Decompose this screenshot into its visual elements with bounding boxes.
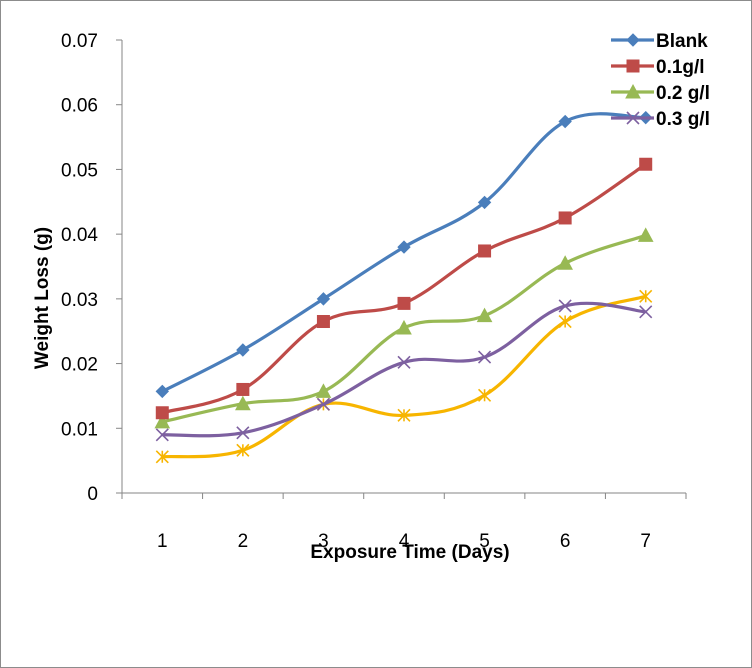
data-point xyxy=(637,227,654,242)
y-tick-label: 0.01 xyxy=(61,419,98,440)
data-point xyxy=(235,395,251,411)
y-tick-label: 0 xyxy=(87,484,98,505)
data-point xyxy=(236,343,250,357)
legend: Blank 0.1g/l 0.2 g/l 0.3 g/l xyxy=(611,31,710,130)
marker-stroke xyxy=(626,111,640,125)
y-tick-label: 0.05 xyxy=(61,160,98,181)
data-point xyxy=(639,289,653,303)
data-point xyxy=(476,307,493,323)
data-point xyxy=(478,350,492,364)
data-point xyxy=(558,211,572,225)
legend-marker xyxy=(626,111,640,125)
data-point xyxy=(396,319,412,335)
data-point xyxy=(397,355,411,369)
data-point xyxy=(315,383,332,398)
marker-stroke xyxy=(236,426,250,440)
data-point xyxy=(558,114,572,129)
data-point xyxy=(316,292,331,306)
series-layer xyxy=(154,110,654,464)
data-point xyxy=(557,255,573,270)
data-point xyxy=(236,382,250,396)
x-tick-label: 2 xyxy=(238,531,249,552)
data-point xyxy=(236,426,250,440)
legend-marker xyxy=(625,83,641,99)
data-point xyxy=(155,428,169,442)
data-point xyxy=(236,443,250,457)
axes xyxy=(121,40,686,494)
x-tick-label: 6 xyxy=(560,531,571,552)
y-tick-label: 0.06 xyxy=(61,96,98,117)
legend-label: 0.1g/l xyxy=(656,57,705,78)
y-axis-title: Weight Loss (g) xyxy=(32,227,53,369)
x-axis-ticks: 1 2 3 4 5 6 7 xyxy=(121,493,687,552)
legend-marker xyxy=(626,33,640,47)
marker-stroke xyxy=(558,299,572,313)
marker-stroke xyxy=(397,355,411,369)
x-axis-title: Exposure Time (Days) xyxy=(310,542,509,563)
data-point xyxy=(155,384,169,399)
data-point xyxy=(639,305,653,319)
x-tick-label: 1 xyxy=(157,531,168,552)
legend-label: Blank xyxy=(656,31,708,52)
y-tick-label: 0.07 xyxy=(61,31,98,52)
marker-stroke xyxy=(639,305,653,319)
legend-label: 0.2 g/l xyxy=(656,83,710,104)
data-point xyxy=(397,240,411,254)
data-point xyxy=(316,397,330,411)
x-tick-label: 7 xyxy=(640,531,651,552)
marker-stroke xyxy=(155,428,169,442)
series-0-1g-l xyxy=(155,157,653,420)
y-tick-label: 0.04 xyxy=(61,225,98,246)
x-tick-label: 4 xyxy=(399,531,410,552)
data-point xyxy=(478,244,492,258)
x-tick-label: 3 xyxy=(318,531,329,552)
marker-stroke xyxy=(478,350,492,364)
y-axis-ticks: 0 0.01 0.02 0.03 0.04 0.05 0.06 0.07 xyxy=(61,31,122,505)
y-tick-label: 0.03 xyxy=(61,290,98,311)
legend-label: 0.3 g/l xyxy=(656,109,710,130)
series-0-3-g-l xyxy=(155,299,653,442)
data-point xyxy=(397,296,411,310)
data-point xyxy=(558,299,572,313)
x-tick-label: 5 xyxy=(479,531,490,552)
marker-stroke xyxy=(316,397,330,411)
y-tick-label: 0.02 xyxy=(61,355,98,376)
data-point xyxy=(477,195,492,210)
data-point xyxy=(639,157,653,171)
data-point xyxy=(558,314,572,329)
data-point xyxy=(155,406,169,420)
data-point xyxy=(155,450,169,464)
series-0-2-g-l xyxy=(154,227,654,429)
data-point xyxy=(316,315,330,329)
data-point xyxy=(478,388,492,402)
legend-marker xyxy=(626,59,640,73)
data-point xyxy=(397,408,411,422)
data-point xyxy=(154,413,171,429)
